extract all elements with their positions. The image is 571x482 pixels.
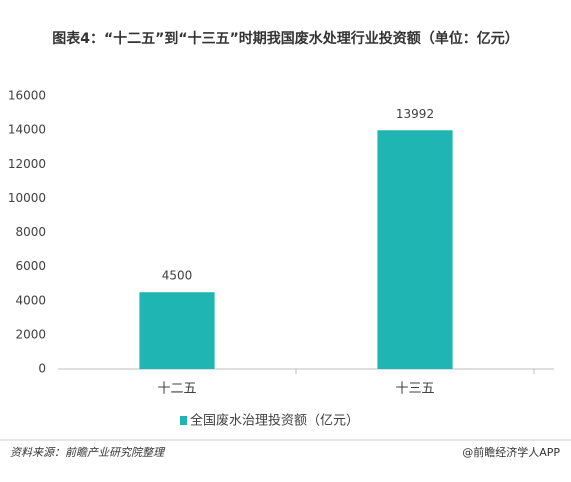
y-tick-label: 16000	[8, 89, 46, 103]
y-tick-label: 10000	[8, 191, 46, 205]
y-tick-label: 0	[38, 362, 46, 376]
y-tick-label: 4000	[15, 293, 46, 307]
y-tick-label: 14000	[8, 123, 46, 137]
y-tick-label: 8000	[15, 225, 46, 239]
data-label: 4500	[162, 269, 193, 283]
legend-label: 全国废水治理投资额（亿元）	[190, 413, 359, 429]
bar	[139, 292, 215, 369]
x-tick-label: 十二五	[157, 382, 196, 397]
legend-swatch	[180, 416, 187, 425]
source-note: 资料来源：前瞻产业研究院整理	[10, 446, 166, 459]
y-tick-label: 12000	[8, 157, 46, 171]
x-tick-label: 十三五	[395, 382, 434, 397]
chart-title: 图表4：“十二五”到“十三五”时期我国废水处理行业投资额（单位：亿元）	[52, 31, 519, 47]
bar	[377, 130, 453, 369]
y-tick-label: 6000	[15, 259, 46, 273]
data-label: 13992	[396, 107, 434, 121]
credit: @前瞻经济学人APP	[462, 445, 560, 459]
y-tick-label: 2000	[15, 327, 46, 341]
